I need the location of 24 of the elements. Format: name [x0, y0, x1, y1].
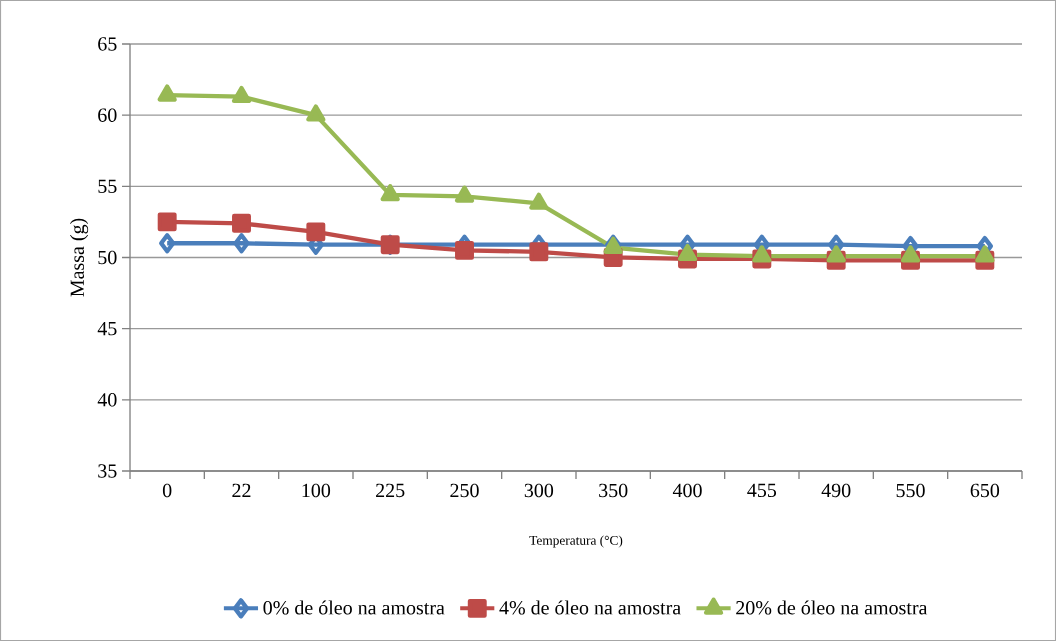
x-tick-label: 400 [672, 483, 702, 498]
x-tick-label: 490 [821, 483, 851, 498]
y-tick-label: 55 [98, 179, 117, 193]
y-tick-label: 45 [97, 321, 117, 336]
x-tick-label: 22 [232, 483, 251, 497]
y-tick-label: 60 [98, 108, 117, 122]
legend-label: 20% de óleo na amostra [736, 600, 928, 615]
x-tick-label: 0 [162, 483, 172, 498]
x-tick-label: 300 [524, 483, 554, 498]
x-tick-label: 100 [302, 483, 331, 498]
x-tick-label: 225 [376, 483, 405, 498]
x-tick-label: 650 [970, 483, 1000, 498]
y-axis-title: Massa (g) [69, 218, 89, 297]
y-tick-label: 35 [98, 464, 117, 478]
x-tick-label: 250 [450, 483, 479, 498]
x-tick-label: 550 [896, 483, 925, 498]
legend-label: 4% de óleo na amostra [499, 600, 681, 615]
y-tick-label: 50 [98, 250, 117, 265]
x-tick-label: 455 [747, 483, 777, 498]
y-tick-label: 40 [97, 393, 117, 407]
y-tick-label: 65 [98, 37, 117, 51]
x-tick-label: 350 [599, 483, 628, 498]
legend-label: 0% de óleo na amostra [263, 600, 445, 615]
x-axis-title: Temperatura (°C) [529, 535, 623, 548]
